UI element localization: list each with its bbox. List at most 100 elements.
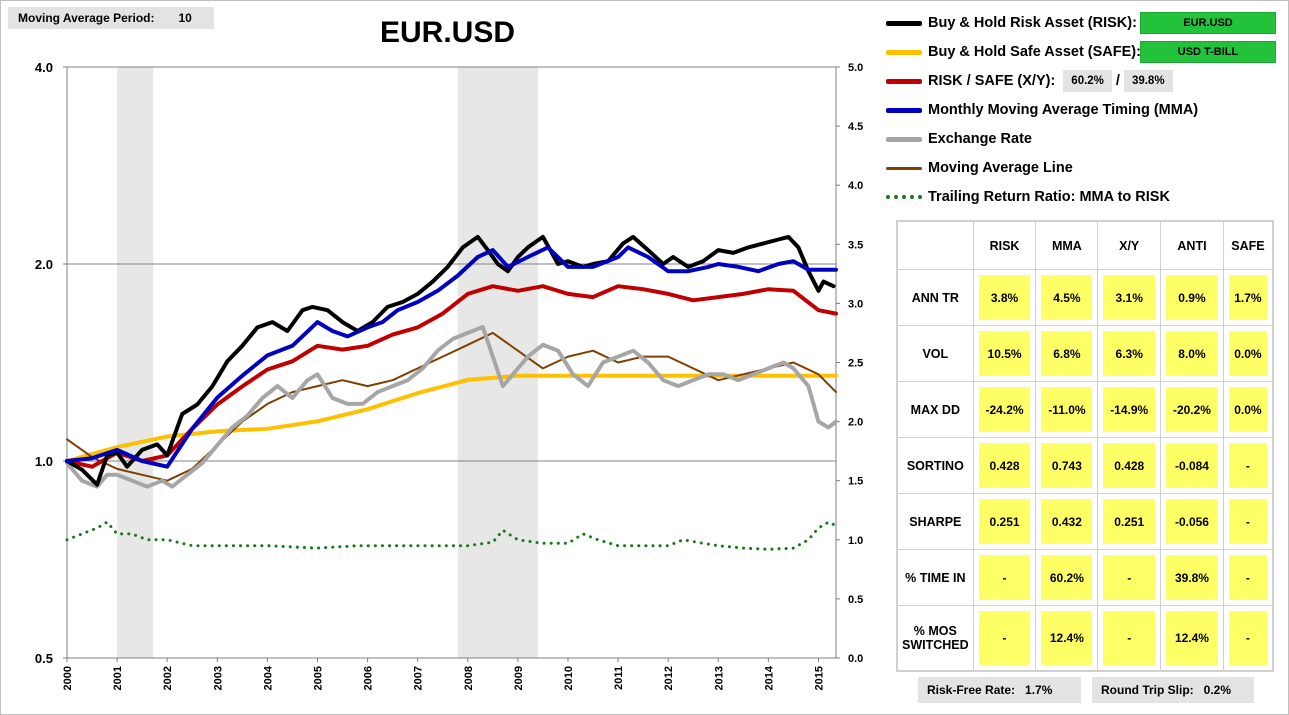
ma-period-badge: Moving Average Period: 10 [8,7,214,29]
legend-mma-label: Monthly Moving Average Timing (MMA) [928,102,1199,118]
legend-xy-label: RISK / SAFE (X/Y): [928,73,1056,89]
ma-period-value: 10 [178,11,192,25]
stat-cell: 0.743 [1041,443,1093,488]
col-safe: SAFE [1222,221,1274,270]
row-label: MAX DD [897,381,974,438]
stat-cell: - [978,555,1031,600]
stat-cell: 4.5% [1041,275,1093,320]
stat-cell: 60.2% [1041,555,1093,600]
stat-cell: 12.4% [1166,611,1218,665]
x-tick-label: 2006 [363,666,375,690]
safe-asset-box: USD T-BILL [1140,41,1276,63]
legend-ma-label: Moving Average Line [928,160,1073,176]
stat-cell: -0.084 [1166,443,1218,488]
y-right-tick-label: 4.0 [848,180,863,192]
stat-cell: 6.8% [1041,331,1093,376]
y-left-tick-label: 2.0 [35,257,53,272]
row-label: VOL [897,325,974,382]
stat-cell: - [1228,443,1267,488]
col-risk: RISK [972,221,1037,270]
y-right-tick-label: 0.0 [848,653,863,665]
stat-cell: 8.0% [1166,331,1218,376]
stat-cell: 0.0% [1228,331,1267,376]
col-xy: X/Y [1097,221,1162,270]
y-right-tick-label: 0.5 [848,594,863,606]
y-left-tick-label: 1.0 [35,454,53,469]
y-right-tick-label: 3.5 [848,239,863,251]
risk-free-label: Risk-Free Rate: [927,683,1016,697]
y-right-tick-label: 1.5 [848,476,863,488]
stat-cell: -0.056 [1166,499,1218,544]
stat-cell: - [1103,611,1156,665]
risk-asset-box: EUR.USD [1140,12,1276,34]
stat-cell: - [1228,611,1267,665]
row-label: % TIME IN [897,549,974,606]
stats-row: % MOS SWITCHED - 12.4% - 12.4% - [897,605,1274,671]
row-label: % MOS SWITCHED [897,605,974,671]
stats-row: MAX DD -24.2% -11.0% -14.9% -20.2% 0.0% [897,381,1274,438]
x-tick-label: 2002 [162,666,174,690]
legend-xy: RISK / SAFE (X/Y): 60.2% / 39.8% [886,70,1177,92]
stat-cell: 0.0% [1228,387,1267,432]
col-anti: ANTI [1160,221,1224,270]
stat-cell: 39.8% [1166,555,1218,600]
trr-swatch [886,195,922,199]
slip-label: Round Trip Slip: [1101,683,1194,697]
x-tick-label: 2007 [413,666,425,690]
stat-cell: 0.251 [1103,499,1156,544]
legend-safe: Buy & Hold Safe Asset (SAFE): [886,41,1141,63]
x-tick-label: 2004 [262,665,274,690]
stat-cell: - [1103,555,1156,600]
stat-cell: - [1228,499,1267,544]
x-tick-label: 2005 [312,666,324,690]
risk-free-badge: Risk-Free Rate: 1.7% [918,677,1081,703]
legend-safe-label: Buy & Hold Safe Asset (SAFE): [928,44,1141,60]
stats-row: SORTINO 0.428 0.743 0.428 -0.084 - [897,437,1274,494]
stat-cell: 3.1% [1103,275,1156,320]
stat-cell: 3.8% [978,275,1031,320]
stat-cell: 0.251 [978,499,1031,544]
recession-band [457,67,538,658]
fx-swatch [886,136,922,142]
stat-cell: - [978,611,1031,665]
slip-badge: Round Trip Slip: 0.2% [1092,677,1254,703]
stat-cell: 12.4% [1041,611,1093,665]
stat-cell: 1.7% [1228,275,1267,320]
series-fx-line [65,325,838,489]
x-tick-label: 2000 [62,666,74,690]
safe-swatch [886,49,922,55]
stats-table: RISK MMA X/Y ANTI SAFE ANN TR 3.8% 4.5% … [896,220,1274,672]
x-tick-label: 2011 [613,666,625,690]
series-safe-line [65,373,838,463]
y-right-tick-label: 2.5 [848,358,863,370]
ma-swatch [886,166,922,170]
recession-band [117,67,154,658]
stats-row: VOL 10.5% 6.8% 6.3% 8.0% 0.0% [897,325,1274,382]
row-label: ANN TR [897,269,974,326]
stats-corner [897,221,974,270]
xy-separator: / [1115,73,1120,89]
y-left-tick-label: 0.5 [35,651,53,666]
legend-fx: Exchange Rate [886,128,1032,150]
xy-safe-value: 39.8% [1123,70,1173,92]
plot-area [66,66,837,659]
chart-title: EUR.USD [380,16,516,49]
stat-cell: - [1228,555,1267,600]
legend-mma: Monthly Moving Average Timing (MMA) [886,99,1198,121]
xy-swatch [886,78,922,84]
x-tick-label: 2003 [212,666,224,690]
stat-cell: -11.0% [1041,387,1093,432]
y-right-tick-label: 5.0 [848,62,863,74]
legend-ma: Moving Average Line [886,157,1073,179]
stat-cell: 0.9% [1166,275,1218,320]
stats-row: ANN TR 3.8% 4.5% 3.1% 0.9% 1.7% [897,269,1274,326]
xy-risk-value: 60.2% [1063,70,1112,92]
stat-cell: -20.2% [1166,387,1218,432]
x-tick-label: 2001 [112,666,124,690]
series-trr-line [65,520,838,551]
legend-risk: Buy & Hold Risk Asset (RISK): [886,12,1137,34]
stats-row: % TIME IN - 60.2% - 39.8% - [897,549,1274,606]
mma-swatch [886,107,922,113]
y-right-tick-label: 2.0 [848,417,863,429]
ma-period-label: Moving Average Period: [18,11,155,25]
